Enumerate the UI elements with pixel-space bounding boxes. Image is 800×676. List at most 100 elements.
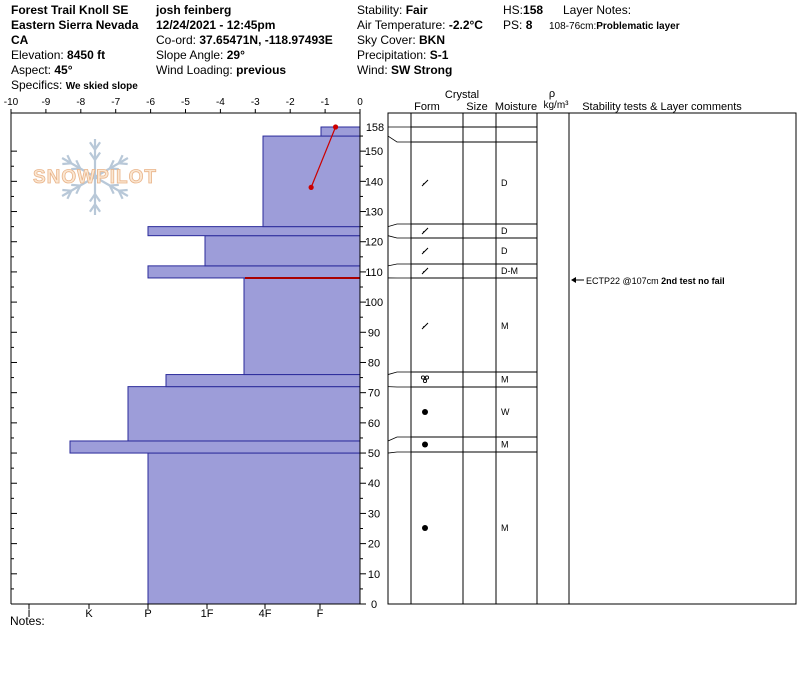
wet-grain-icon [422,525,428,531]
hardness-bar [147,226,361,237]
hardness-bar [147,452,361,605]
temp-tick-label: -1 [321,97,330,108]
hardness-tick-label: I [27,608,30,620]
height-tick-label: 110 [365,267,383,279]
layer-note: 108-76cm:Problematic layer [549,21,680,32]
wind-loading: Wind Loading: previous [156,63,287,77]
stability-test-result: ECTP22 @107cm [586,276,661,286]
hardness-bar [147,265,361,279]
test-arrow-icon [571,277,576,283]
header-depths: HS:158 PS: 8 [503,3,543,33]
temp-tick-label: -2 [286,97,295,108]
air-temperature: Air Temperature: -2.2°C [357,18,483,32]
temp-tick-label: -6 [146,97,155,108]
penetration: PS: 8 [503,18,533,32]
temp-tick-label: 0 [357,97,363,108]
temp-tick-label: -7 [111,97,120,108]
hardness-bar [69,440,361,454]
hardness-tick-label: F [317,608,324,620]
location-name: Forest Trail Knoll SE [11,3,129,17]
layer-connector [387,451,411,454]
hardness-tick-label: 4F [259,608,272,620]
observer-name: josh feinberg [156,3,232,17]
wet-grain-icon [422,409,428,415]
slope-angle: Slope Angle: 29° [156,48,245,62]
height-top-label: 158 [366,122,384,134]
hardness-tick-label: 1F [201,608,214,620]
layer-connector [387,436,411,442]
coordinates: Co-ord: 37.65471N, -118.97493E [156,33,333,47]
temp-tick-label: -3 [251,97,260,108]
hardness-bar [243,277,361,376]
hardness-tick-label: K [85,608,93,620]
moisture-value: W [501,407,510,417]
header-conditions: Stability: Fair Air Temperature: -2.2°C … [357,3,483,78]
height-tick-label: 40 [368,478,380,490]
temperature-point [332,124,339,130]
stability-test: ECTP22 @107cm 2nd test no fail [586,276,725,286]
hardness-bar [127,386,361,442]
header-layer-notes: Layer Notes: 108-76cm:Problematic layer [549,3,680,34]
height-tick-label: 120 [365,237,383,249]
height-tick-label: 130 [365,207,383,219]
snowpilot-logo: SNOWPILOT [33,139,157,215]
hardness-profile [69,126,361,605]
height-tick-label: 140 [365,176,383,188]
temperature-line [310,126,337,188]
strat-frame [387,112,797,605]
logo-text: SNOWPILOT [33,167,157,188]
temp-tick-label: -4 [216,97,225,108]
temp-tick-label: -9 [41,97,50,108]
height-tick-label: 20 [368,539,380,551]
header-observer: josh feinberg 12/24/2021 - 12:45pm Co-or… [156,3,333,78]
aspect: Aspect: 45° [11,63,73,77]
wet-grain-icon [422,441,428,448]
chart-axes: -10 -9 -8 -7 -6 -5 -4 -3 -2 -1 0010203040506070809… [4,97,384,620]
height-tick-label: 80 [368,357,380,369]
height-of-snow: HS:158 [503,3,544,17]
moisture-value: D [501,226,508,236]
moisture-value: D [501,246,508,256]
height-tick-label: 70 [368,388,380,400]
col-density-unit: kg/m³ [544,100,570,111]
hardness-bar [165,374,361,388]
stability-test-comment: 2nd test no fail [661,276,725,286]
state: CA [11,33,29,47]
hardness-bar [262,135,361,228]
height-tick-label: 60 [368,418,380,430]
moisture-value: M [501,375,509,385]
height-tick-label: 10 [368,569,380,581]
hardness-bar [204,235,361,267]
temp-tick-label: -8 [76,97,85,108]
header-location: Forest Trail Knoll SE Eastern Sierra Nev… [11,3,138,94]
temp-tick-label: -5 [181,97,190,108]
col-form: Form [414,101,440,113]
facet-icon [421,247,429,255]
height-tick-label: 100 [365,297,383,309]
height-tick-label: 150 [365,146,383,158]
facet-icon [421,322,429,330]
col-size: Size [466,101,487,113]
mountain-range: Eastern Sierra Nevada [11,18,139,32]
sky-cover: Sky Cover: BKN [357,33,446,47]
temperature-profile [308,124,339,190]
hardness-bar [320,126,361,137]
moisture-value: M [501,321,509,331]
col-moisture: Moisture [495,101,537,113]
observation-datetime: 12/24/2021 - 12:45pm [156,18,276,32]
specifics: Specifics: We skied slope [11,78,138,92]
height-tick-label: 0 [371,599,377,611]
col-crystal: Crystal [445,89,479,101]
facet-icon [421,267,429,275]
facet-icon [421,227,429,235]
col-density-symbol: ρ [549,88,555,100]
temperature-point [308,184,314,190]
layer-notes-title: Layer Notes: [563,3,632,17]
stability: Stability: Fair [357,3,428,17]
layer-connector [387,135,411,143]
moisture-value: D [501,178,508,188]
moisture-value: M [501,440,509,450]
layer-connector [387,371,411,375]
stratigraphy-table: Crystal Form Size Moisture ρkg/m³ Stability t… [387,88,797,605]
